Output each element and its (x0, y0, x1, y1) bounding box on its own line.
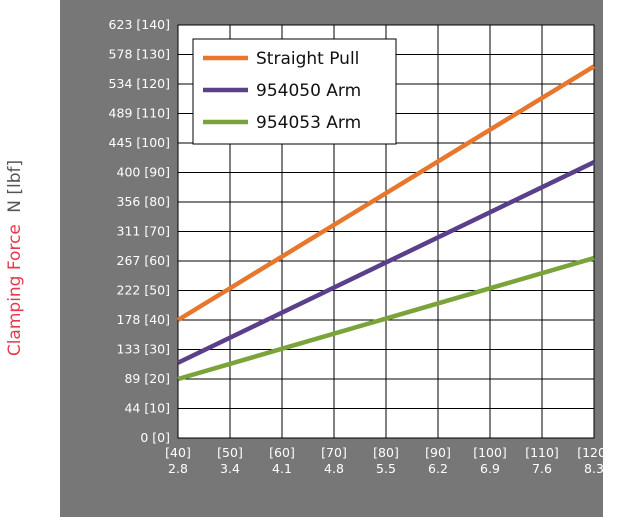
x-tick-label: [70] (321, 445, 347, 460)
y-tick-labels: 0 [0] 44 [10] 89 [20] 133 [30] 178 [40] 222 [… (109, 17, 170, 445)
y-tick-label: 89 [20] (124, 371, 170, 386)
series-lines (176, 64, 596, 382)
x-tick-label: [40] (165, 445, 191, 460)
x-tick-label: 6.9 (480, 461, 500, 476)
legend-label: 954050 Arm (256, 81, 361, 101)
x-tick-label: 4.8 (324, 461, 344, 476)
y-axis-label-unit: N [lbf] (5, 160, 25, 213)
y-tick-label: 178 [40] (117, 312, 171, 327)
series-line (177, 160, 595, 365)
x-tick-label: [90] (425, 445, 451, 460)
y-tick-label: 267 [60] (117, 253, 171, 268)
x-tick-label: 8.3 (584, 461, 604, 476)
x-tick-label: [60] (269, 445, 295, 460)
y-tick-label: 44 [10] (124, 401, 170, 416)
legend: Straight Pull 954050 Arm 954053 Arm (192, 38, 397, 145)
y-tick-label: 0 [0] (140, 430, 170, 445)
x-tick-label: [110] (525, 445, 559, 460)
x-tick-label: 7.6 (532, 461, 552, 476)
y-tick-label: 623 [140] (109, 17, 170, 32)
y-tick-label: 400 [90] (117, 165, 171, 180)
x-tick-label: [50] (217, 445, 243, 460)
x-tick-label: [100] (473, 445, 507, 460)
x-tick-labels: [40]2.8[50]3.4[60]4.1[70]4.8[80]5.5[90]6… (165, 445, 611, 476)
x-tick-label: 3.4 (220, 461, 240, 476)
x-tick-label: 2.8 (168, 461, 188, 476)
x-tick-label: [80] (373, 445, 399, 460)
y-axis-label-main: Clamping Force (5, 224, 25, 356)
y-tick-label: 489 [110] (109, 106, 170, 121)
y-tick-label: 222 [50] (117, 283, 171, 298)
legend-label: Straight Pull (256, 49, 359, 69)
y-tick-label: 356 [80] (117, 194, 171, 209)
y-tick-label: 578 [130] (109, 47, 170, 62)
y-tick-label: 534 [120] (109, 76, 170, 91)
y-tick-label: 311 [70] (117, 224, 171, 239)
series-line (177, 255, 595, 382)
x-tick-label: [120] (577, 445, 611, 460)
plot-border (177, 24, 595, 439)
x-tick-label: 4.1 (272, 461, 292, 476)
x-tick-label: 6.2 (428, 461, 448, 476)
series-line (176, 64, 596, 322)
y-axis-label: Clamping Force N [lbf] (5, 160, 25, 356)
y-tick-label: 445 [100] (109, 135, 170, 150)
y-tick-label: 133 [30] (117, 342, 171, 357)
legend-label: 954053 Arm (256, 113, 361, 133)
x-tick-label: 5.5 (376, 461, 396, 476)
